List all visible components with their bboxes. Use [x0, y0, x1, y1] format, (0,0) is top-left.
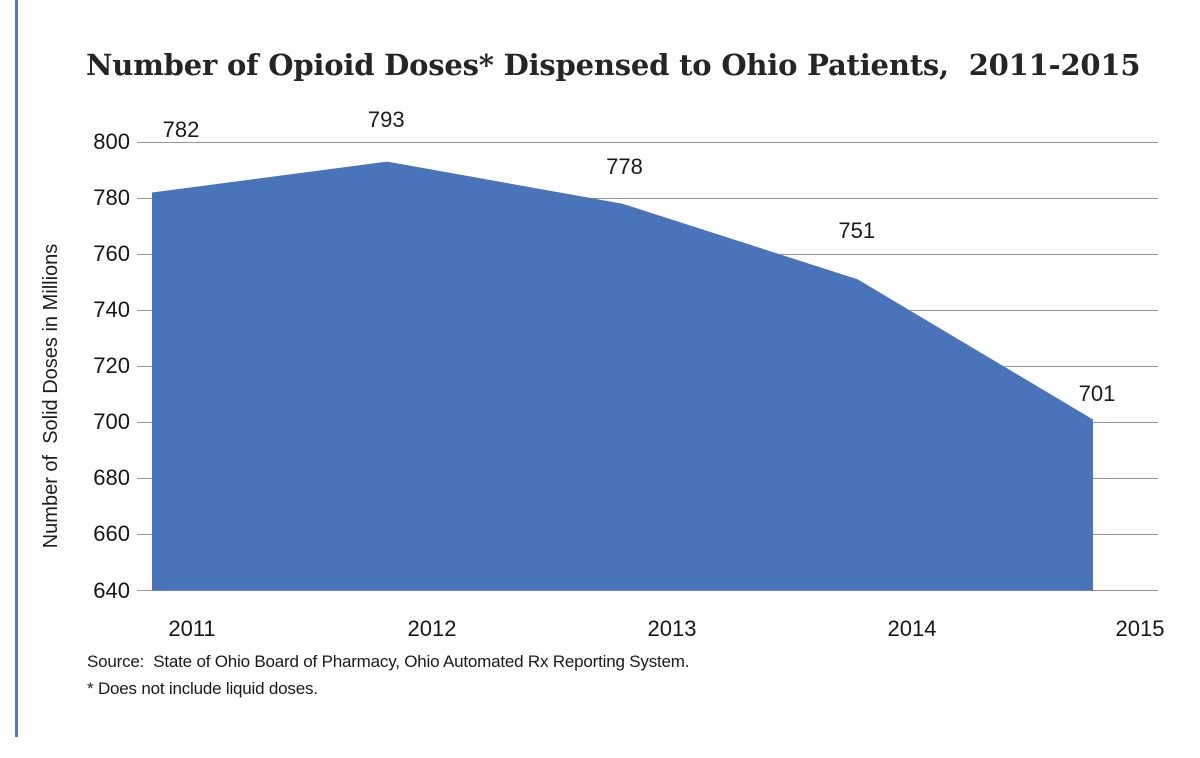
asterisk-footnote: * Does not include liquid doses. [87, 679, 318, 698]
x-tick-label: 2011 [168, 616, 216, 641]
source-note: Source: State of Ohio Board of Pharmacy,… [87, 652, 690, 671]
gridline [137, 141, 1158, 143]
x-tick-label: 2015 [1115, 616, 1165, 641]
data-label: 793 [367, 106, 405, 132]
area-polygon [152, 161, 1093, 591]
data-label: 701 [1078, 380, 1116, 406]
data-label: 778 [606, 153, 643, 179]
left-accent-bar [15, 0, 18, 737]
x-tick-label: 2014 [887, 616, 937, 641]
x-tick-label: 2012 [407, 616, 457, 641]
data-label: 751 [838, 218, 876, 244]
chart-title: Number of Opioid Doses* Dispensed to Ohi… [86, 48, 1141, 82]
area-series [152, 161, 1093, 591]
data-label: 782 [162, 117, 200, 143]
y-tick-label: 720 [93, 353, 130, 379]
y-tick-label: 700 [93, 409, 130, 435]
y-tick-label: 760 [93, 241, 130, 267]
y-tick-label: 680 [93, 465, 130, 491]
y-tick-label: 780 [93, 185, 130, 211]
gridline [137, 197, 1158, 199]
y-tick-label: 800 [93, 129, 130, 154]
y-tick-label: 640 [93, 577, 130, 603]
y-tick-label: 660 [93, 521, 130, 547]
x-tick-label: 2013 [647, 616, 697, 641]
y-tick-label: 740 [93, 297, 130, 323]
